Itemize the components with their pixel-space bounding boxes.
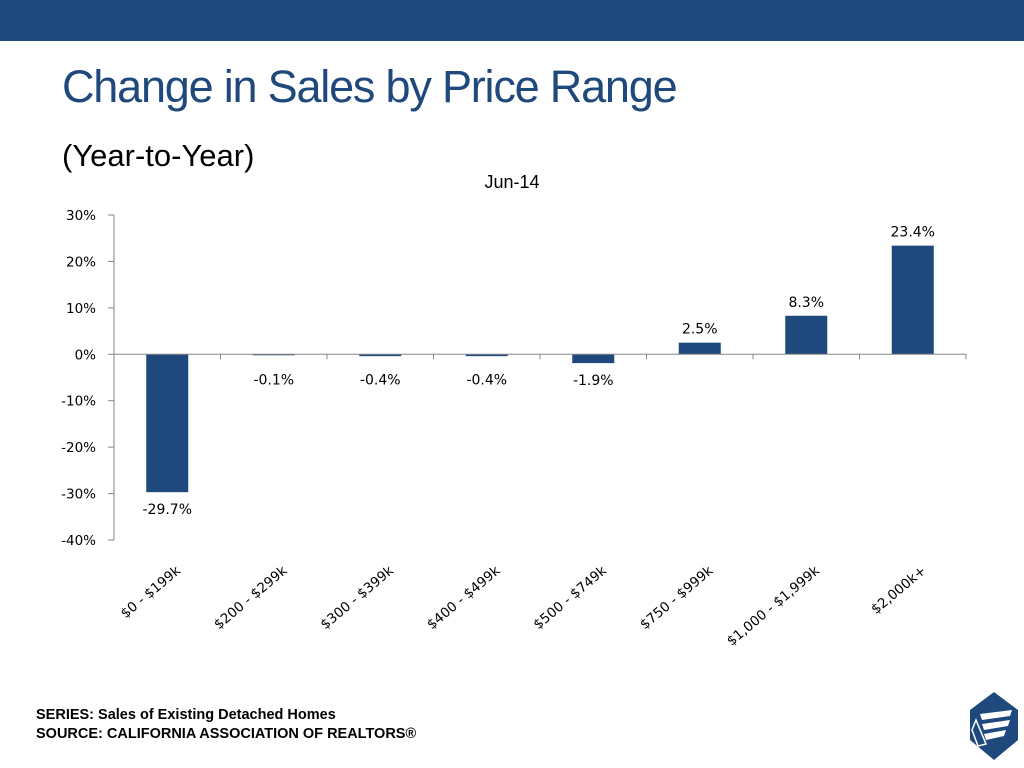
x-tick-label: $300 - $399k	[318, 563, 397, 633]
y-tick-label: -20%	[61, 440, 96, 456]
series-note: SERIES: Sales of Existing Detached Homes	[36, 707, 336, 723]
x-tick-label: $0 - $199k	[118, 563, 184, 622]
data-label: 8.3%	[788, 295, 824, 311]
x-tick-label: $400 - $499k	[424, 563, 503, 633]
bar	[785, 315, 828, 355]
y-tick-label: -30%	[61, 487, 96, 503]
bar	[678, 342, 721, 355]
data-label: -1.9%	[573, 373, 614, 389]
data-labels-group: -29.7% -0.1% -0.4% -0.4% -1.9% 2.5% 8.3% 23.4%	[142, 225, 935, 519]
y-tick-label: 10%	[66, 301, 96, 317]
x-axis: $0 - $199k $200 - $299k $300 - $399k $400 -…	[113, 353, 967, 650]
y-tick-label: 20%	[66, 254, 96, 270]
data-label: -29.7%	[142, 502, 192, 518]
y-tick-label: 0%	[75, 347, 97, 363]
data-label: -0.1%	[253, 372, 294, 388]
x-tick-label: $750 - $999k	[637, 563, 716, 633]
slide-subtitle: (Year-to-Year)	[62, 138, 255, 173]
car-logo-icon	[970, 692, 1018, 760]
y-tick-label: -40%	[61, 533, 96, 549]
x-tick-label: $2,000k+	[868, 563, 929, 618]
bars-group	[146, 245, 934, 493]
bar	[891, 245, 934, 355]
data-label: -0.4%	[360, 372, 401, 388]
slide-title: Change in Sales by Price Range	[62, 61, 678, 112]
bar	[572, 354, 615, 364]
data-label: 2.5%	[682, 322, 718, 338]
header-bar	[0, 0, 1024, 41]
x-tick-label: $1,000 - $1,999k	[724, 563, 823, 650]
bar	[359, 354, 402, 357]
y-axis: 30% 20% 10% 0% -10% -20% -30% -40%	[61, 208, 115, 549]
source-note: SOURCE: CALIFORNIA ASSOCIATION OF REALTO…	[36, 726, 417, 742]
chart-title: Jun-14	[484, 172, 539, 192]
data-label: -0.4%	[466, 372, 507, 388]
bar	[146, 354, 189, 493]
bar	[465, 354, 508, 357]
y-tick-label: -10%	[61, 394, 96, 410]
y-tick-label: 30%	[66, 208, 96, 224]
x-tick-label: $500 - $749k	[531, 563, 610, 633]
data-label: 23.4%	[891, 225, 935, 241]
bar-chart: Jun-14 30% 20% 10% 0% -10% -20% -30% -40% -29.7…	[61, 172, 967, 650]
x-tick-label: $200 - $299k	[211, 563, 290, 633]
footer: SERIES: Sales of Existing Detached Homes…	[36, 706, 416, 744]
